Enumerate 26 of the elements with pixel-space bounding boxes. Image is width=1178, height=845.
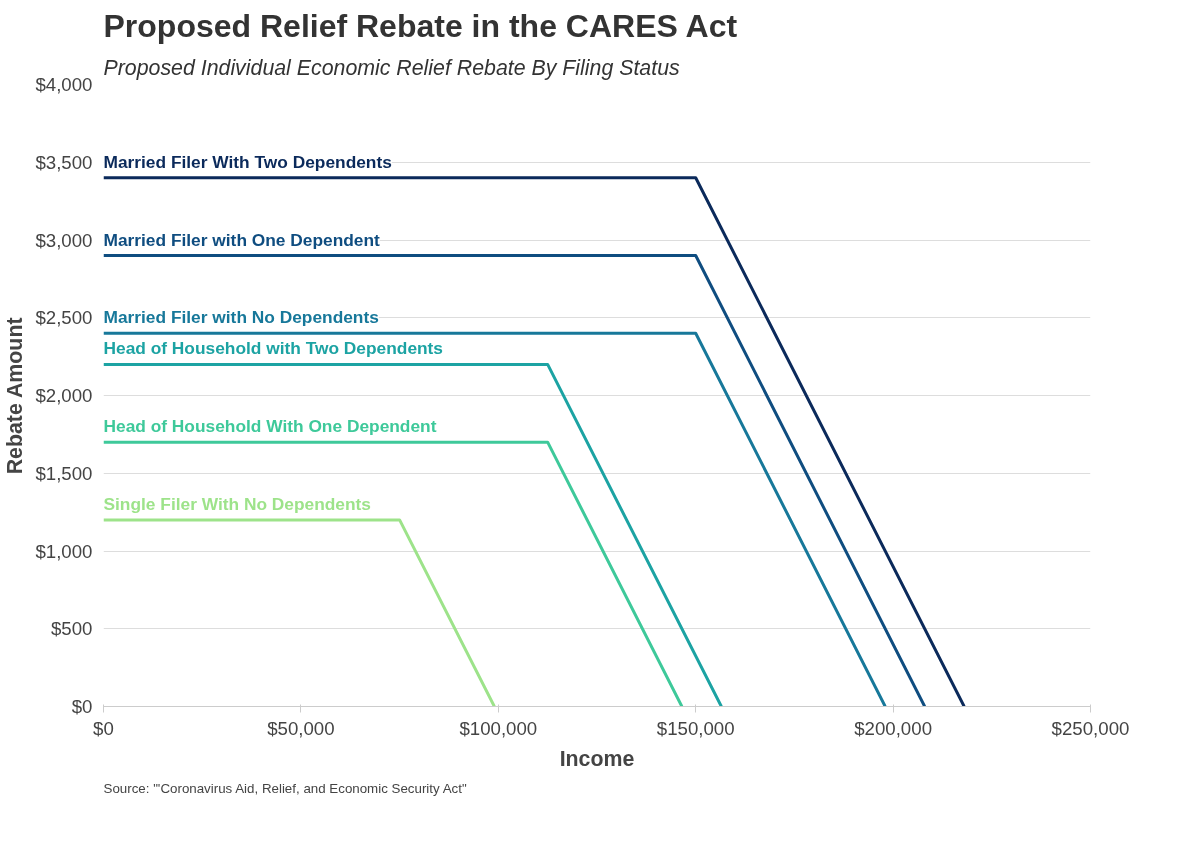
series-label: Married Filer With Two Dependents <box>103 151 392 172</box>
y-axis-title: Rebate Amount <box>3 317 28 475</box>
y-tick-label: $4,000 <box>35 74 93 95</box>
x-tick-label: $200,000 <box>854 717 933 739</box>
x-tick-label: $50,000 <box>267 717 335 739</box>
x-tick-label: $150,000 <box>656 717 735 739</box>
series-label: Married Filer with One Dependent <box>103 229 381 250</box>
y-tick-label: $500 <box>51 618 93 640</box>
source-note: Source: "'Coronavirus Aid, Relief, and Economic Security Act" <box>103 780 467 796</box>
y-tick-label: $3,500 <box>35 151 93 173</box>
series-label: Married Filer with No Dependents <box>103 307 379 328</box>
x-tick-label: $100,000 <box>459 717 538 739</box>
x-tick-label: $0 <box>93 717 114 739</box>
y-tick-label: $2,500 <box>35 307 93 329</box>
y-tick-label: $3,000 <box>35 229 93 251</box>
chart-title: Proposed Relief Rebate in the CARES Act <box>103 7 738 44</box>
series-label: Head of Household With One Dependent <box>103 416 437 437</box>
y-tick-label: $1,000 <box>35 540 93 562</box>
y-tick-label: $1,500 <box>35 462 93 484</box>
x-tick-label: $250,000 <box>1051 717 1130 739</box>
chart-subtitle: Proposed Individual Economic Relief Rebate By Filing Status <box>103 55 680 80</box>
series-label: Single Filer With No Dependents <box>103 493 371 514</box>
series-label: Head of Household with Two Dependents <box>103 338 444 359</box>
x-axis-title: Income <box>559 746 635 771</box>
y-tick-label: $0 <box>71 696 93 717</box>
y-tick-label: $2,000 <box>35 385 93 406</box>
